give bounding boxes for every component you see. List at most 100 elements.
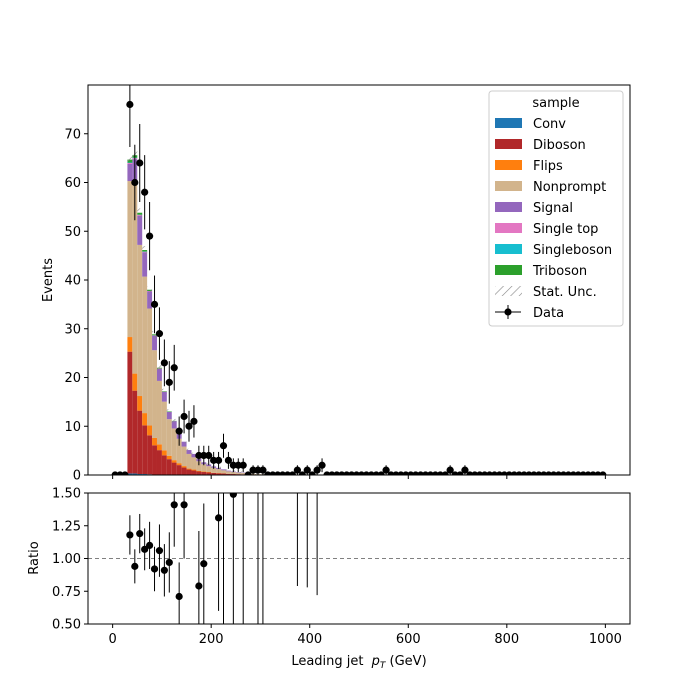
x-tick-label: 0 [108,632,116,647]
data-point [195,451,203,460]
bar-nonprompt [211,467,217,473]
bar-flips [132,373,138,391]
ratio-y-tick-label: 0.50 [52,618,81,633]
ratio-point [155,547,164,555]
ratio-y-tick-label: 1.50 [52,487,81,502]
data-point [599,471,607,475]
x-tick-label: 1000 [589,632,622,647]
x-axis: 0 200 400 600 800 1000 [108,624,622,647]
main-x-ticks [112,475,606,479]
ratio-point [131,562,139,570]
stat-unc-band [147,286,153,294]
bar-diboson [152,445,157,475]
ratio-point [126,531,134,539]
legend-swatch-stat-unc- [495,286,522,296]
bar-diboson [132,390,138,474]
data-point [239,461,247,469]
bar-nonprompt [161,401,167,451]
bar-nonprompt [206,466,212,473]
stat-unc-band [235,470,241,474]
main-y-tick-label: 60 [64,176,81,191]
x-tick-label: 800 [494,632,519,647]
legend-box [488,90,624,327]
main-y-tick-label: 40 [64,274,81,289]
x-axis-label-subscript: T [380,661,387,671]
bar-signal [166,411,172,420]
data-point [446,466,454,474]
main-y-axis-label: Events [41,258,56,302]
main-y-tick-label: 10 [64,420,81,435]
bar-nonprompt [142,276,148,414]
bar-flips [186,468,192,470]
ratio-points [126,493,237,601]
data-point [150,300,159,308]
legend-swatch-signal [495,202,522,212]
data-point [377,471,385,475]
x-tick-label: 200 [199,632,224,647]
bar-diboson [196,471,202,475]
data-point [224,456,233,464]
data-point [254,466,262,474]
bar-flips [142,413,148,426]
bar-diboson [221,473,226,475]
legend-swatch-singleboson [495,244,522,254]
main-y-tick-label: 20 [64,371,81,386]
data-point [210,456,218,464]
bar-diboson [142,425,148,475]
bar-signal [147,291,153,309]
ratio-point [175,592,183,601]
legend-swatch-nonprompt [495,181,522,191]
data-point [293,466,302,474]
legend-swatch-diboson [495,139,522,149]
bar-nonprompt [191,457,197,470]
data-point [185,422,193,430]
main-y-axis: 0 10 20 30 40 50 60 70 [64,127,88,484]
bar-flips [191,469,197,471]
data-point [308,471,316,475]
data-point [298,471,306,475]
data-point [214,456,223,464]
bar-conv [132,473,138,475]
legend-label-singleboson: Singleboson [533,243,612,258]
bar-nonprompt [181,446,187,467]
bar-diboson [161,455,167,475]
bar-nonprompt [196,461,202,472]
bar-diboson [171,462,177,475]
data-point [288,471,297,475]
ratio-point [136,530,144,538]
stat-unc-band [156,365,162,371]
stat-unc-band [127,154,133,165]
legend-label-data: Data [533,306,564,321]
legend-label-stat-unc-: Stat. Unc. [533,285,597,300]
stat-unc-band [161,388,167,394]
bar-signal [156,368,162,381]
data-point [145,232,154,240]
data-point [190,417,198,425]
legend-label-conv: Conv [533,117,566,132]
ratio-point [200,560,208,568]
bar-diboson [166,459,172,475]
data-point [126,100,134,109]
bar-diboson [147,435,153,475]
ratio-point [195,582,203,590]
bar-nonprompt [230,472,236,475]
data-point [244,471,252,475]
data-point [461,466,469,474]
bar-signal [161,391,167,402]
stat-unc-band [221,468,226,471]
bar-diboson [137,410,143,475]
x-tick-label: 400 [297,632,322,647]
data-point [136,159,144,167]
ratio-point [180,501,188,509]
data-point [219,442,228,450]
bar-diboson [156,450,162,475]
ratio-y-tick-label: 1.00 [52,552,81,567]
bar-nonprompt [147,308,153,426]
stat-unc-band [225,469,231,472]
bar-diboson [211,473,217,475]
bar-flips [181,466,187,468]
ratio-y-axis: 0.50 0.75 1.00 1.25 1.50 [52,487,88,633]
bar-signal [137,215,143,245]
data-point [303,466,311,474]
legend-title: sample [532,96,579,111]
